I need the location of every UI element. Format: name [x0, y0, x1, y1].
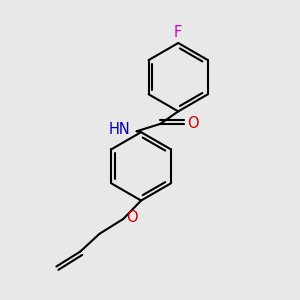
Text: O: O — [126, 210, 137, 225]
Text: O: O — [187, 116, 198, 131]
Text: HN: HN — [109, 122, 131, 137]
Text: F: F — [174, 25, 182, 40]
